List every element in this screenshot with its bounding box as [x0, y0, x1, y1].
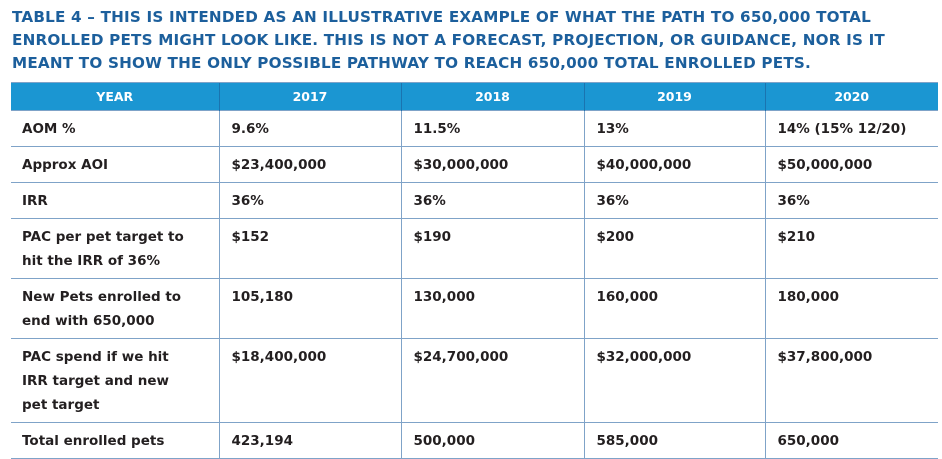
table-cell: 9.6% [218, 110, 401, 147]
table-cell: 180,000 [764, 278, 938, 339]
table-row: IRR 36% 36% 36% 36% [11, 182, 938, 219]
header-row: YEAR 2017 2018 2019 2020 [11, 82, 938, 111]
table-cell: $32,000,000 [583, 338, 765, 423]
table-row: PAC spend if we hit IRR target and new p… [11, 338, 938, 423]
row-label: Approx AOI [11, 146, 219, 183]
table-cell: $200 [583, 218, 765, 279]
header-2017: 2017 [218, 82, 401, 111]
table-cell: 423,194 [218, 422, 401, 459]
table-cell: $50,000,000 [764, 146, 938, 183]
table-cell: 160,000 [583, 278, 765, 339]
header-2019: 2019 [583, 82, 765, 111]
header-2018: 2018 [400, 82, 584, 111]
table-cell: $24,700,000 [400, 338, 584, 423]
table-cell: $210 [764, 218, 938, 279]
row-label: Total enrolled pets [11, 422, 219, 459]
row-label: New Pets enrolled to end with 650,000 [11, 278, 219, 339]
header-year: YEAR [11, 82, 219, 111]
table-cell: $40,000,000 [583, 146, 765, 183]
table-row: New Pets enrolled to end with 650,000 105… [11, 278, 938, 339]
table-cell: $18,400,000 [218, 338, 401, 423]
table-row: PAC per pet target to hit the IRR of 36%… [11, 218, 938, 279]
table-cell: 14% (15% 12/20) [764, 110, 938, 147]
table-cell: $37,800,000 [764, 338, 938, 423]
row-label: PAC spend if we hit IRR target and new p… [11, 338, 219, 423]
table-cell: $190 [400, 218, 584, 279]
table-cell: 36% [400, 182, 584, 219]
table-cell: 500,000 [400, 422, 584, 459]
table-cell: 650,000 [764, 422, 938, 459]
table-cell: 36% [218, 182, 401, 219]
table-cell: 11.5% [400, 110, 584, 147]
row-label: PAC per pet target to hit the IRR of 36% [11, 218, 219, 279]
header-2020: 2020 [764, 82, 938, 111]
table-cell: 585,000 [583, 422, 765, 459]
table-title: TABLE 4 – THIS IS INTENDED AS AN ILLUSTR… [12, 8, 885, 72]
table-row: Approx AOI $23,400,000 $30,000,000 $40,000,… [11, 146, 938, 183]
table-cell: $30,000,000 [400, 146, 584, 183]
table-cell: 130,000 [400, 278, 584, 339]
table-cell: $23,400,000 [218, 146, 401, 183]
table-cell: 36% [764, 182, 938, 219]
table-cell: 105,180 [218, 278, 401, 339]
row-label: AOM % [11, 110, 219, 147]
pathway-table: YEAR 2017 2018 2019 2020 AOM % 9.6% 11.5% 1… [11, 82, 938, 459]
table-row: Total enrolled pets 423,194 500,000 585,000… [11, 422, 938, 459]
table-cell: 36% [583, 182, 765, 219]
row-label: IRR [11, 182, 219, 219]
table-cell: $152 [218, 218, 401, 279]
table-row: AOM % 9.6% 11.5% 13% 14% (15% 12/20) [11, 110, 938, 147]
table-cell: 13% [583, 110, 765, 147]
